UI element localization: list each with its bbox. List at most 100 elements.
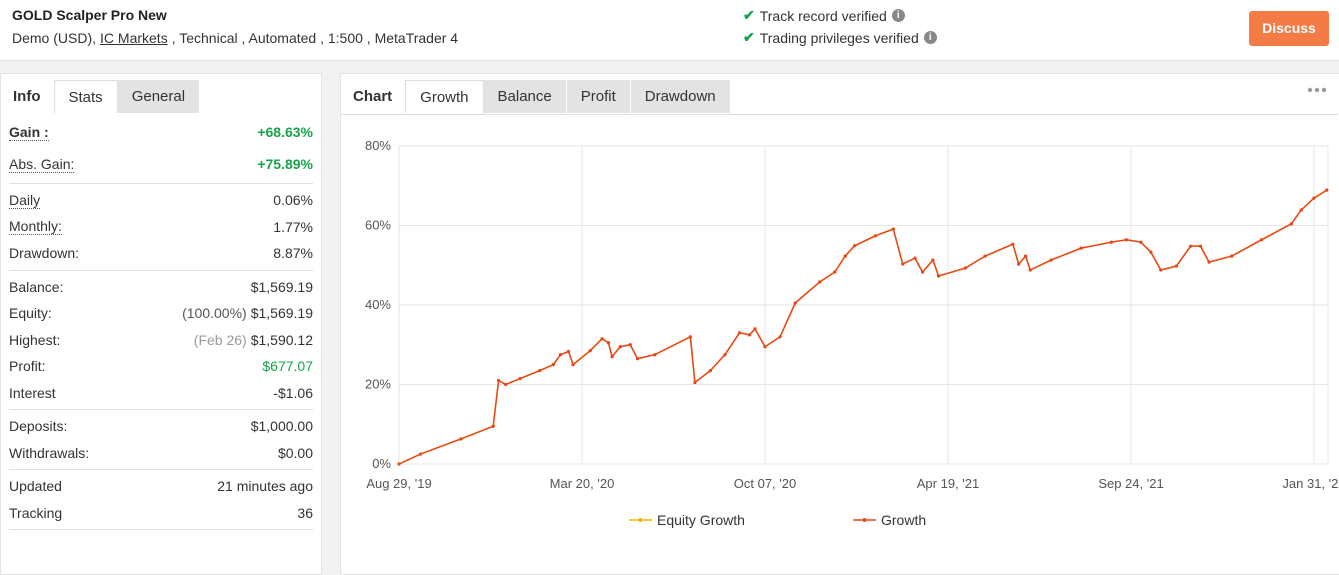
stat-row: Monthly: 1.77% xyxy=(9,214,313,241)
stat-value-box: $1,000.00 xyxy=(251,418,313,434)
stat-value-box: 0.06% xyxy=(273,192,313,208)
stat-label: Tracking xyxy=(9,504,63,521)
stat-label: Daily xyxy=(9,191,41,209)
stat-row: Daily 0.06% xyxy=(9,187,313,214)
point xyxy=(1207,260,1211,264)
stat-row: Balance: $1,569.19 xyxy=(9,274,313,301)
tabs: Info Stats General xyxy=(1,80,321,113)
point xyxy=(920,270,925,274)
stat-value: $677.07 xyxy=(262,358,313,375)
broker-link[interactable]: IC Markets xyxy=(100,30,168,46)
stat-note: (100.00%) xyxy=(182,305,247,322)
point xyxy=(1011,242,1015,246)
point xyxy=(936,274,941,278)
stats: Gain : +68.63% Abs. Gain: +75.89% Daily 0.06%… xyxy=(1,113,321,530)
tab[interactable]: Profit xyxy=(566,80,631,113)
point xyxy=(1312,196,1316,200)
point xyxy=(418,452,423,456)
tab: Info xyxy=(1,80,54,113)
stat-row: Deposits: $1,000.00 xyxy=(9,413,313,440)
point xyxy=(504,382,508,387)
y-tick-label: 40% xyxy=(365,297,391,312)
point xyxy=(1049,258,1053,262)
legend-label: Equity Growth xyxy=(657,512,745,528)
stat-label: Equity: xyxy=(9,305,52,322)
stat-row: Profit: $677.07 xyxy=(9,353,313,380)
stat-row: Drawdown: 8.87% xyxy=(9,240,313,267)
account: Demo (USD), xyxy=(12,30,97,46)
point xyxy=(793,301,797,305)
stat-label: Monthly: xyxy=(9,218,62,236)
point xyxy=(873,234,877,238)
stat-label: Abs. Gain: xyxy=(9,155,75,173)
point xyxy=(747,333,752,337)
point xyxy=(606,341,611,345)
stat-group: Balance: $1,569.19 Equity: (100.00%) $1,569.… xyxy=(9,271,313,410)
point xyxy=(963,266,967,270)
x-tick-label: Mar 20, '20 xyxy=(550,476,615,491)
tabs: Chart Growth Balance Profit Drawdown xyxy=(341,80,1339,113)
verification-text: Trading privileges verified xyxy=(759,29,919,46)
stat-label: Highest: xyxy=(9,331,61,348)
y-tick-label: 80% xyxy=(365,138,391,153)
header: GOLD Scalper Pro New Demo (USD), IC Marke… xyxy=(0,0,1339,61)
x-tick-label: Aug 29, '19 xyxy=(366,476,431,491)
stat-note: (Feb 26) xyxy=(193,331,247,348)
x-tick-label: Oct 07, '20 xyxy=(734,476,796,491)
chart-panel: Chart Growth Balance Profit Drawdown 0% 20% 40… xyxy=(340,73,1339,575)
point xyxy=(818,280,822,284)
point xyxy=(1159,268,1163,272)
point xyxy=(558,353,563,357)
point xyxy=(1109,240,1113,244)
point xyxy=(571,363,575,367)
point xyxy=(693,380,697,385)
stat-label: Balance: xyxy=(9,278,64,295)
title: GOLD Scalper Pro New xyxy=(12,7,167,23)
y-tick-label: 20% xyxy=(365,377,391,392)
verification: ✔ Track record verified i xyxy=(743,7,905,24)
discuss-button[interactable]: Discuss xyxy=(1249,11,1329,46)
chart: 0% 20% 40% 60% 80% Aug 29, '19 Mar 20, '20 Oct … xyxy=(341,114,1338,528)
stat-value: $1,590.12 xyxy=(250,331,313,348)
stat-row: Equity: (100.00%) $1,569.19 xyxy=(9,300,313,327)
point xyxy=(1174,264,1178,268)
point xyxy=(931,258,935,262)
stat-label: Gain : xyxy=(9,123,49,141)
point xyxy=(538,368,542,373)
point xyxy=(1230,254,1234,258)
stat-row: Highest: (Feb 26) $1,590.12 xyxy=(9,327,313,354)
more-menu[interactable] xyxy=(1307,86,1327,94)
stat-label: Deposits: xyxy=(9,418,68,435)
tab[interactable]: Stats xyxy=(53,80,118,113)
stat-value: 8.87% xyxy=(273,245,313,262)
point xyxy=(1079,246,1083,250)
point xyxy=(723,353,727,357)
point xyxy=(1325,188,1329,192)
stat-value-box: +75.89% xyxy=(257,156,313,172)
point xyxy=(1024,254,1028,258)
point xyxy=(653,353,657,357)
point xyxy=(708,368,712,373)
point xyxy=(688,335,692,339)
tab[interactable]: General xyxy=(117,80,201,113)
stat-value-box: 1.77% xyxy=(273,219,313,235)
stat-label: Withdrawals: xyxy=(9,444,90,461)
stat-label: Profit: xyxy=(9,358,46,375)
tab[interactable]: Balance xyxy=(483,80,567,113)
point xyxy=(753,327,757,331)
point xyxy=(1124,238,1128,242)
point xyxy=(610,355,614,359)
point xyxy=(518,376,522,381)
stat-value: 21 minutes ago xyxy=(217,478,313,495)
stat-value: 0.06% xyxy=(273,192,313,209)
point xyxy=(459,437,463,441)
tab[interactable]: Drawdown xyxy=(630,80,731,113)
x-tick-label: Apr 19, '21 xyxy=(917,476,979,491)
stat-row: Withdrawals: $0.00 xyxy=(9,440,313,467)
point xyxy=(618,345,622,349)
stat-value-box: -$1.06 xyxy=(273,385,313,401)
point xyxy=(737,331,742,335)
tab[interactable]: Growth xyxy=(405,80,484,113)
stat-row: Updated 21 minutes ago xyxy=(9,473,313,500)
